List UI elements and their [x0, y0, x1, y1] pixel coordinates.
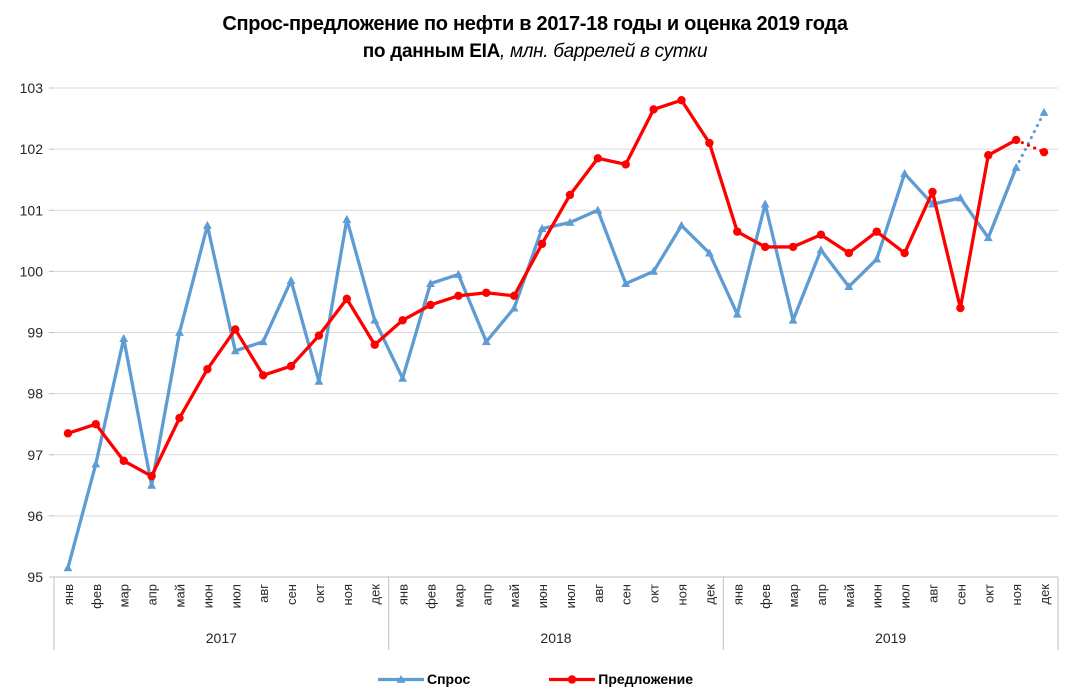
svg-text:дек: дек — [702, 584, 717, 605]
svg-text:окт: окт — [647, 584, 662, 603]
svg-text:99: 99 — [27, 325, 43, 341]
chart-title-line1: Спрос-предложение по нефти в 2017-18 год… — [222, 13, 848, 35]
legend-label-demand: Спрос — [426, 671, 471, 687]
svg-text:янв: янв — [61, 584, 76, 605]
svg-text:янв: янв — [730, 584, 745, 605]
svg-text:авг: авг — [591, 584, 606, 603]
svg-text:97: 97 — [27, 447, 43, 463]
supply-series — [63, 96, 1049, 481]
chart-title: Спрос-предложение по нефти в 2017-18 год… — [0, 13, 1070, 63]
svg-text:окт: окт — [981, 584, 996, 603]
svg-text:май: май — [842, 584, 857, 607]
svg-text:июл: июл — [228, 584, 243, 608]
svg-text:сен: сен — [619, 584, 634, 605]
chart-subtitle-units: , млн. баррелей в сутки — [500, 41, 708, 62]
svg-text:июл: июл — [563, 584, 578, 608]
legend-label-supply: Предложение — [598, 671, 694, 687]
svg-text:2017: 2017 — [206, 630, 237, 646]
svg-text:окт: окт — [312, 584, 327, 603]
svg-text:мар: мар — [451, 584, 466, 607]
svg-text:мар: мар — [117, 584, 132, 607]
svg-text:фев: фев — [89, 584, 104, 609]
svg-text:авг: авг — [926, 584, 941, 603]
svg-text:фев: фев — [758, 584, 773, 609]
svg-text:ноя: ноя — [675, 584, 690, 605]
svg-text:янв: янв — [396, 584, 411, 605]
svg-text:96: 96 — [27, 508, 43, 524]
svg-text:сен: сен — [953, 584, 968, 605]
svg-text:95: 95 — [27, 569, 43, 585]
svg-text:дек: дек — [1037, 584, 1052, 605]
svg-text:сен: сен — [284, 584, 299, 605]
chart-title-line2: по данным EIA, млн. баррелей в сутки — [0, 41, 1070, 63]
svg-text:фев: фев — [424, 584, 439, 609]
svg-text:июн: июн — [870, 584, 885, 608]
svg-text:апр: апр — [145, 584, 160, 606]
chart-legend: Спрос Предложение — [0, 671, 1070, 687]
svg-text:май: май — [173, 584, 188, 607]
svg-text:апр: апр — [814, 584, 829, 606]
legend-item-supply: Предложение — [548, 671, 693, 687]
svg-text:мар: мар — [786, 584, 801, 607]
svg-text:ноя: ноя — [1009, 584, 1024, 605]
demand-line-marker-icon — [377, 674, 424, 683]
legend-item-demand: Спрос — [377, 671, 470, 687]
svg-text:июн: июн — [535, 584, 550, 608]
svg-text:авг: авг — [256, 584, 271, 603]
svg-text:июн: июн — [200, 584, 215, 608]
svg-text:дек: дек — [368, 584, 383, 605]
svg-text:98: 98 — [27, 386, 43, 402]
supply-line-marker-icon — [549, 674, 596, 684]
svg-text:апр: апр — [479, 584, 494, 606]
svg-text:103: 103 — [20, 80, 44, 96]
svg-text:ноя: ноя — [340, 584, 355, 605]
svg-text:июл: июл — [898, 584, 913, 608]
demand-series — [63, 107, 1049, 572]
svg-text:2019: 2019 — [875, 630, 906, 646]
svg-text:2018: 2018 — [540, 630, 571, 646]
svg-text:102: 102 — [20, 141, 44, 157]
svg-text:100: 100 — [20, 263, 44, 279]
svg-text:101: 101 — [20, 202, 44, 218]
chart-subtitle-source: по данным EIA — [362, 41, 501, 62]
svg-text:май: май — [507, 584, 522, 607]
